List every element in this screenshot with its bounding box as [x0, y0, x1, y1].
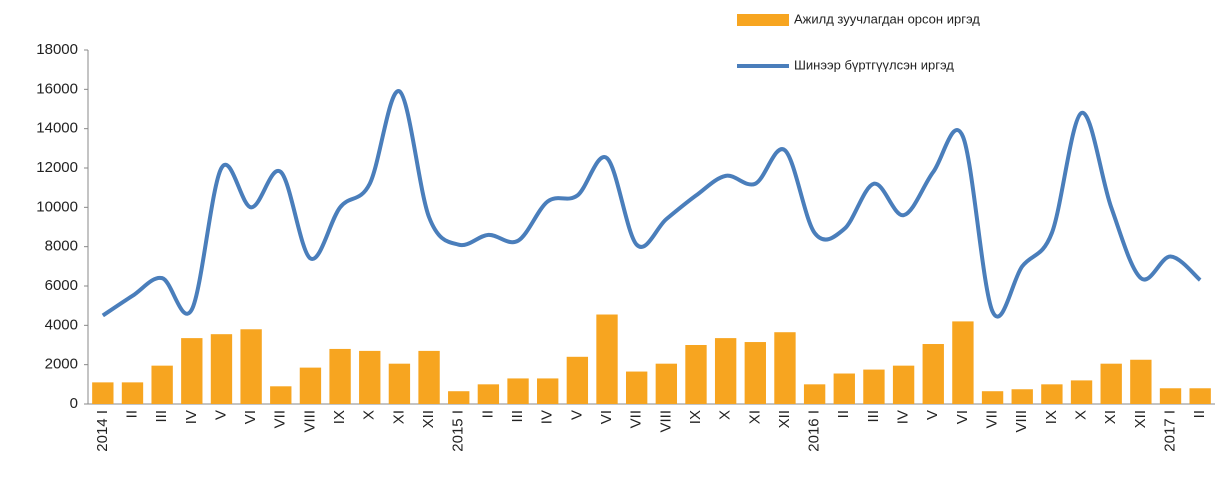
bar: [1041, 384, 1063, 404]
bar: [685, 345, 707, 404]
bar: [121, 382, 144, 404]
bar: [181, 338, 203, 404]
x-tick-label: X: [361, 410, 378, 420]
x-tick-label: XII: [1132, 410, 1149, 428]
x-tick-label: VIII: [1013, 410, 1030, 433]
x-tick-label: 2015 I: [450, 410, 467, 452]
x-tick-label: II: [123, 410, 140, 418]
bar: [1189, 388, 1211, 404]
bar: [448, 391, 470, 404]
y-tick-label: 4000: [45, 316, 78, 333]
y-tick-label: 18000: [36, 41, 78, 58]
bar: [566, 356, 589, 404]
x-tick-label: II: [835, 410, 852, 418]
bar: [1130, 359, 1152, 404]
x-tick-label: IX: [1043, 410, 1060, 424]
x-tick-label: III: [865, 410, 882, 423]
x-tick-label: VI: [954, 410, 971, 424]
y-tick-label: 0: [70, 395, 78, 412]
x-tick-label: III: [509, 410, 526, 423]
bar: [952, 321, 974, 404]
bar: [240, 329, 262, 404]
x-tick-label: II: [1191, 410, 1208, 418]
x-tick-label: VII: [272, 410, 289, 428]
x-tick-label: XII: [776, 410, 793, 428]
x-tick-label: V: [924, 410, 941, 420]
x-tick-label: X: [717, 410, 734, 420]
bar: [151, 365, 173, 404]
x-tick-label: X: [1073, 410, 1090, 420]
x-tick-label: VI: [242, 410, 259, 424]
bar: [507, 378, 529, 404]
bar: [359, 350, 381, 404]
y-tick-label: 6000: [45, 277, 78, 294]
bar: [922, 344, 944, 404]
x-tick-label: VIII: [301, 410, 318, 433]
bar: [774, 332, 796, 404]
legend-label: Ажилд зуучлагдан орсон иргэд: [794, 11, 980, 26]
x-tick-label: 2016 I: [806, 410, 823, 452]
x-tick-label: VII: [984, 410, 1001, 428]
x-tick-label: IV: [183, 410, 200, 424]
y-tick-label: 12000: [36, 159, 78, 176]
x-tick-label: VII: [628, 410, 645, 428]
x-tick-label: XI: [390, 410, 407, 424]
bar: [388, 363, 411, 404]
x-tick-label: VIII: [657, 410, 674, 433]
bar: [625, 371, 648, 404]
x-tick-label: IX: [687, 410, 704, 424]
x-tick-label: 2014 I: [94, 410, 111, 452]
bar: [655, 363, 678, 404]
x-tick-label: IV: [895, 410, 912, 424]
bar: [833, 373, 855, 404]
y-tick-label: 14000: [36, 120, 78, 137]
bar: [714, 338, 737, 404]
bar: [744, 342, 766, 404]
x-tick-label: V: [212, 410, 229, 420]
x-tick-label: 2017 I: [1161, 410, 1178, 452]
y-tick-label: 16000: [36, 80, 78, 97]
x-tick-label: XI: [746, 410, 763, 424]
bar: [1159, 388, 1182, 404]
x-tick-label: XI: [1102, 410, 1119, 424]
x-tick-label: II: [479, 410, 496, 418]
y-tick-label: 10000: [36, 198, 78, 215]
x-tick-label: V: [568, 410, 585, 420]
bar: [1070, 380, 1093, 404]
x-tick-label: IX: [331, 410, 348, 424]
bar: [863, 369, 885, 404]
bar: [981, 391, 1004, 404]
x-tick-label: III: [153, 410, 170, 423]
bar: [418, 350, 440, 404]
y-tick-label: 8000: [45, 238, 78, 255]
y-tick-label: 2000: [45, 356, 78, 373]
bar: [270, 386, 292, 404]
bar: [92, 382, 114, 404]
bar: [596, 314, 618, 404]
bar: [1011, 389, 1033, 404]
bar: [477, 384, 500, 404]
legend-label: Шинээр бүртгүүлсэн иргэд: [794, 57, 954, 72]
bar: [892, 365, 915, 404]
x-tick-label: IV: [539, 410, 556, 424]
x-tick-label: XII: [420, 410, 437, 428]
bar: [329, 348, 351, 404]
bar: [803, 384, 826, 404]
legend-swatch: [737, 14, 789, 26]
bar: [210, 334, 233, 404]
bar: [537, 378, 559, 404]
bar: [1100, 363, 1122, 404]
bar: [299, 367, 322, 404]
x-tick-label: VI: [598, 410, 615, 424]
line: [101, 89, 1202, 319]
